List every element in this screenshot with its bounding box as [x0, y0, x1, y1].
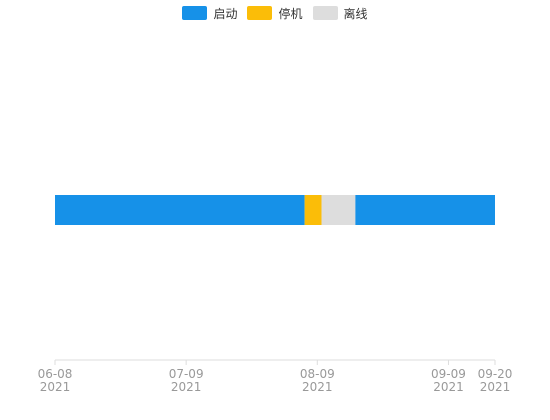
bar-segment-4[interactable] — [355, 195, 495, 225]
legend-label-stopped: 停机 — [278, 6, 303, 21]
x-tick-label-date-5: 09-20 — [478, 367, 513, 381]
legend-swatch-offline — [312, 6, 338, 20]
x-tick-label-date-3: 08-09 — [300, 367, 335, 381]
legend-swatch-stopped — [247, 6, 273, 20]
x-tick-label-year-2: 2021 — [171, 380, 202, 394]
x-tick-label-year-4: 2021 — [433, 380, 464, 394]
bar-segment-1[interactable] — [55, 195, 305, 225]
x-tick-label-date-2: 07-09 — [169, 367, 204, 381]
legend-label-running: 启动 — [213, 6, 238, 21]
legend-item-running[interactable]: 启动 — [182, 5, 237, 22]
x-axis-ticks: 06-08202107-09202108-09202109-09202109-2… — [38, 360, 513, 394]
x-tick-label-year-5: 2021 — [480, 380, 511, 394]
bar-segment-2[interactable] — [304, 195, 322, 225]
legend-label-offline: 离线 — [343, 6, 368, 21]
legend-item-offline[interactable]: 离线 — [312, 5, 368, 22]
legend-swatch-running — [182, 6, 208, 20]
x-tick-label-year-3: 2021 — [302, 380, 333, 394]
x-tick-label-year-1: 2021 — [40, 380, 71, 394]
x-tick-label-date-1: 06-08 — [38, 367, 73, 381]
x-tick-label-date-4: 09-09 — [431, 367, 466, 381]
legend: 启动 停机 离线 — [0, 4, 550, 22]
legend-item-stopped[interactable]: 停机 — [247, 5, 303, 22]
bar-segment-3[interactable] — [321, 195, 356, 225]
timeline-bars — [55, 195, 495, 225]
